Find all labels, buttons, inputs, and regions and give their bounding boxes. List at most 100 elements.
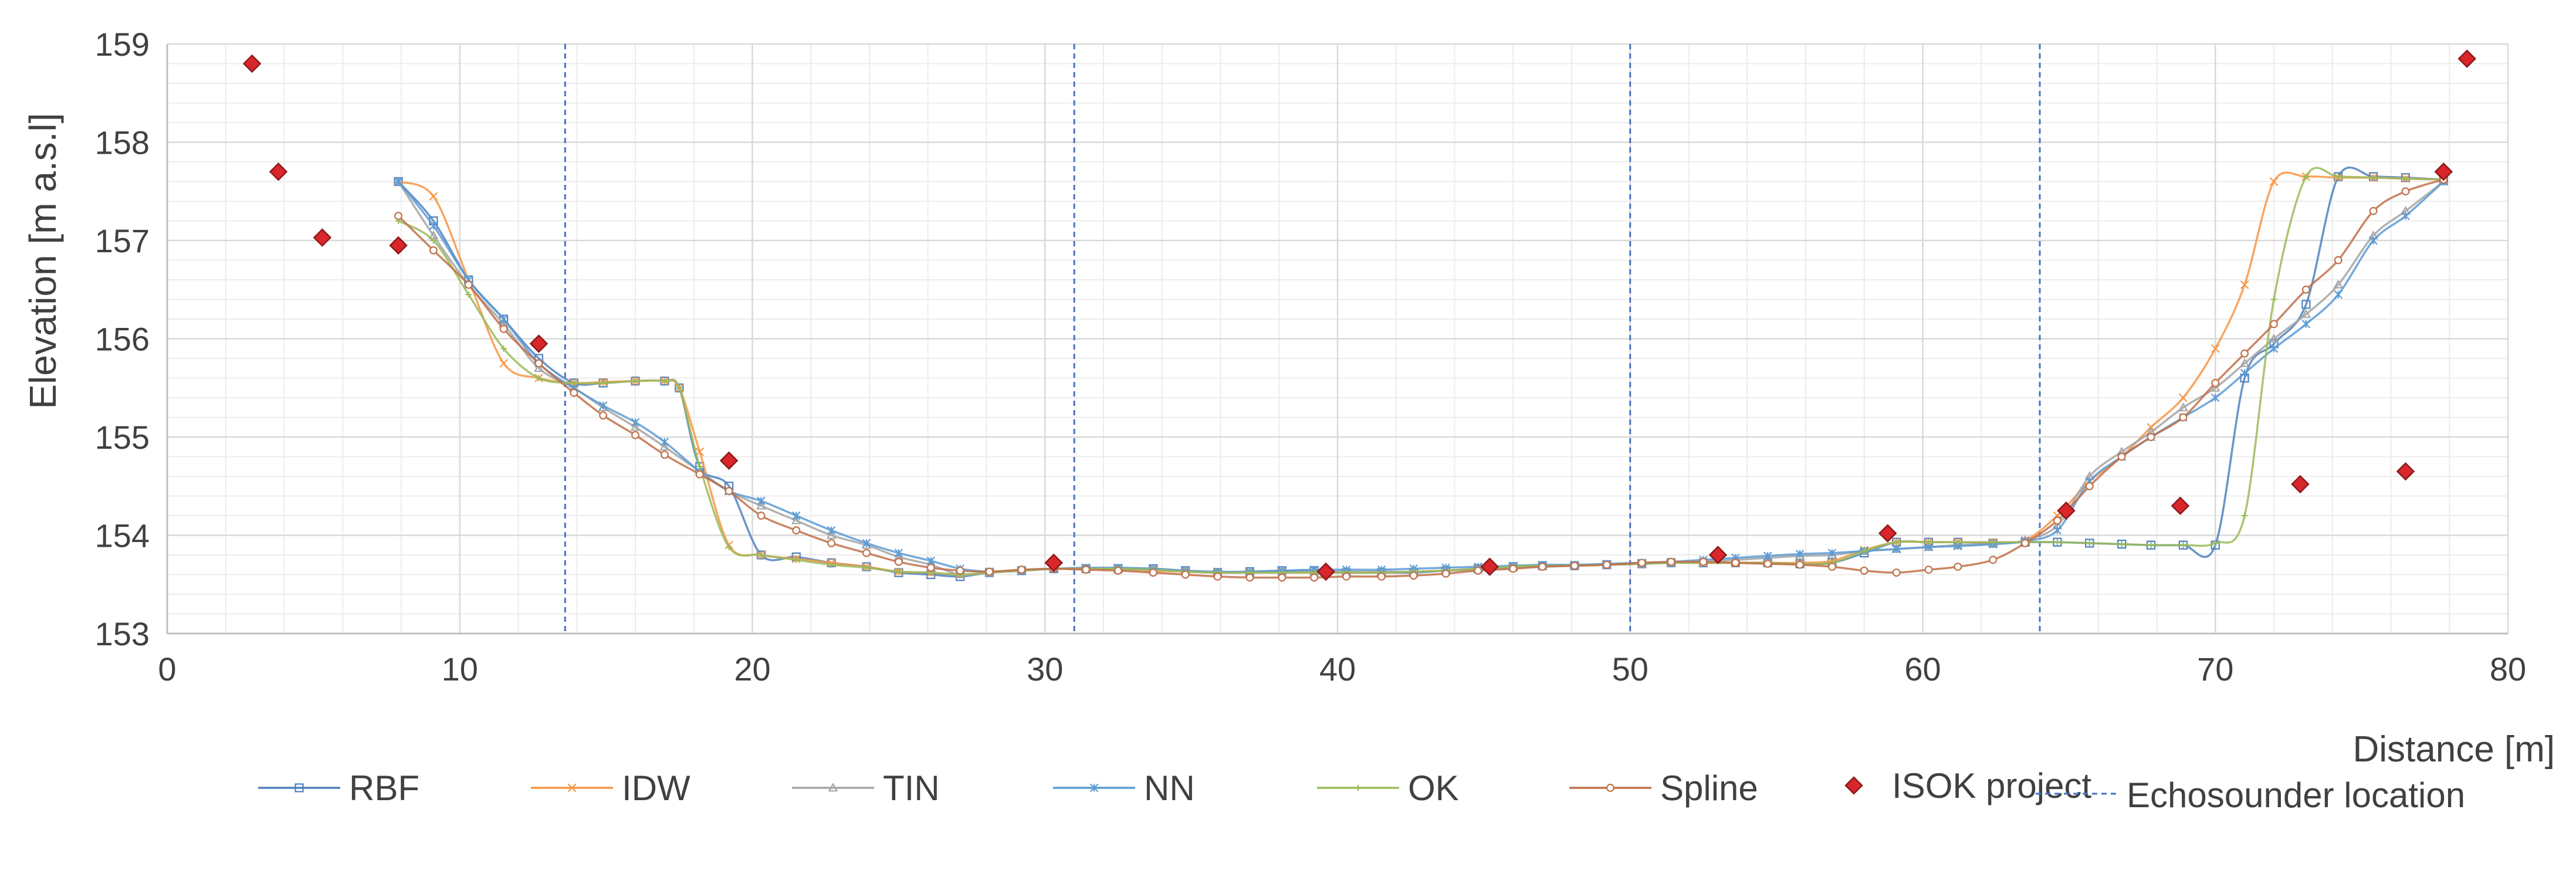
legend-item-echosounder: Echosounder location bbox=[2036, 776, 2465, 815]
series-point bbox=[2241, 512, 2248, 519]
isok-layer bbox=[242, 49, 2476, 581]
series-point bbox=[571, 380, 577, 387]
y-tick-label: 159 bbox=[95, 26, 150, 63]
series-point bbox=[1017, 566, 1026, 574]
series-point bbox=[598, 401, 608, 410]
legend-label: Echosounder location bbox=[2127, 776, 2465, 815]
legend-marker bbox=[828, 783, 838, 792]
series-point bbox=[695, 470, 704, 479]
series-point bbox=[2118, 541, 2125, 547]
series-point bbox=[1892, 544, 1901, 554]
legend: RBF IDW TIN NN OK Spline ISOK project Echosound… bbox=[258, 766, 2465, 815]
isok-point bbox=[1316, 562, 1335, 581]
series-point bbox=[464, 280, 473, 289]
series-point bbox=[2053, 516, 2062, 525]
series-point bbox=[465, 291, 472, 298]
series-spline bbox=[394, 175, 2448, 582]
series-point bbox=[1925, 539, 1932, 546]
series-point bbox=[894, 548, 903, 557]
series-point bbox=[534, 363, 544, 373]
series-point bbox=[1538, 563, 1547, 571]
isok-point bbox=[529, 334, 549, 353]
series-line bbox=[398, 167, 2444, 576]
isok-point bbox=[1480, 557, 1499, 576]
series-point bbox=[2335, 173, 2341, 180]
isok-point bbox=[1878, 524, 1897, 543]
series-point bbox=[499, 314, 508, 324]
series-point bbox=[828, 561, 835, 568]
isok-point bbox=[2291, 475, 2310, 494]
legend-label: IDW bbox=[622, 768, 690, 808]
series-point bbox=[429, 246, 438, 255]
series-idw bbox=[394, 171, 2448, 579]
series-point bbox=[429, 221, 438, 231]
grid-layer bbox=[166, 43, 2509, 635]
series-point bbox=[827, 539, 836, 547]
series-point bbox=[534, 359, 543, 368]
legend-label: OK bbox=[1408, 768, 1459, 808]
isok-point bbox=[269, 162, 288, 181]
isok-point bbox=[313, 228, 332, 247]
series-point bbox=[2179, 413, 2188, 422]
legend-item-rbf: RBF bbox=[258, 768, 419, 808]
series-point bbox=[926, 556, 936, 566]
series-point bbox=[791, 515, 801, 524]
series-point bbox=[757, 496, 766, 506]
legend-label: NN bbox=[1144, 768, 1195, 808]
legend-label: TIN bbox=[883, 768, 940, 808]
y-tick-label: 155 bbox=[95, 419, 150, 456]
series-point bbox=[1474, 566, 1482, 575]
isok-point bbox=[2057, 501, 2076, 520]
series-point bbox=[985, 567, 994, 576]
series-point bbox=[1082, 566, 1091, 574]
x-tick-label: 30 bbox=[1027, 651, 1063, 688]
series-point bbox=[660, 451, 669, 459]
legend-item-ok: OK bbox=[1317, 768, 1459, 808]
series-point bbox=[499, 359, 508, 368]
series-point bbox=[2401, 211, 2410, 221]
series-point bbox=[2178, 402, 2188, 412]
x-tick-label: 40 bbox=[1319, 651, 1356, 688]
series-point bbox=[2053, 526, 2062, 535]
series-point bbox=[2147, 433, 2155, 441]
series-point bbox=[827, 526, 836, 535]
series-point bbox=[1149, 568, 1157, 577]
series-point bbox=[2334, 290, 2343, 299]
series-point bbox=[2211, 378, 2220, 387]
series-point bbox=[1892, 568, 1901, 577]
series-point bbox=[725, 487, 733, 496]
series-point bbox=[826, 530, 837, 539]
x-tick-label: 0 bbox=[158, 651, 176, 688]
isok-point bbox=[1044, 553, 1063, 573]
series-rbf bbox=[394, 166, 2448, 581]
legend-item-nn: NN bbox=[1053, 768, 1195, 808]
series-point bbox=[1763, 551, 1772, 560]
series-point bbox=[2269, 333, 2279, 343]
legend-item-idw: IDW bbox=[531, 768, 690, 808]
series-point bbox=[430, 237, 437, 244]
series-point bbox=[2370, 174, 2377, 181]
legend-item-spline: Spline bbox=[1569, 768, 1758, 808]
series-point bbox=[1245, 573, 1254, 582]
series-point bbox=[792, 511, 801, 520]
series-point bbox=[1861, 548, 1867, 554]
series-point bbox=[2239, 358, 2250, 367]
legend-marker bbox=[1606, 784, 1614, 792]
series-point bbox=[2180, 542, 2186, 548]
series-point bbox=[429, 192, 438, 201]
series-point bbox=[630, 422, 641, 431]
x-tick-label: 60 bbox=[1904, 651, 1941, 688]
series-point bbox=[1827, 563, 1836, 571]
series-point bbox=[2270, 320, 2278, 329]
series-point bbox=[1602, 560, 1611, 569]
series-point bbox=[2085, 482, 2094, 490]
legend-marker bbox=[1089, 783, 1099, 793]
legend-marker bbox=[295, 783, 304, 793]
series-point bbox=[1213, 572, 1222, 581]
series-point bbox=[2270, 296, 2277, 303]
series-point bbox=[1954, 563, 1962, 571]
series-point bbox=[1310, 573, 1319, 582]
series-point bbox=[2211, 393, 2220, 402]
